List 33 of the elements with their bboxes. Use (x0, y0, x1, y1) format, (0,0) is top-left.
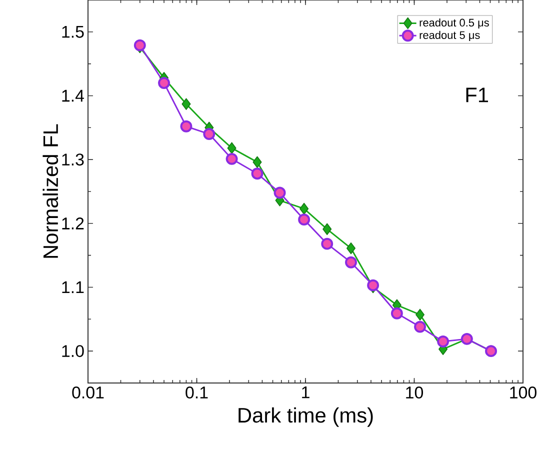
legend-label: readout 0.5 μs (420, 18, 489, 29)
y-tick-label: 1.3 (62, 154, 84, 166)
point (180, 120, 192, 132)
point (182, 98, 191, 110)
annotation: F1 (466, 88, 488, 102)
y-tick-label: 1.4 (62, 90, 84, 102)
point (416, 308, 425, 321)
point (321, 238, 334, 250)
x-tick-label: 10 (406, 386, 424, 398)
x-tick-label: 0.1 (186, 386, 208, 398)
point (298, 214, 310, 226)
y-axis-title: Normalized FL (42, 124, 58, 258)
y-tick-label: 1.1 (62, 281, 84, 294)
y-tick-label: 1.0 (62, 345, 84, 358)
point (322, 223, 332, 236)
point (203, 128, 216, 140)
point (390, 307, 403, 320)
point (251, 168, 264, 180)
x-tick-label: 0.01 (72, 386, 104, 398)
point (414, 320, 426, 333)
point (158, 76, 170, 89)
point (437, 336, 450, 348)
x-axis-title: Dark time (ms) (238, 407, 373, 427)
point (345, 256, 357, 268)
point (274, 186, 286, 199)
x-tick-label: 100 (510, 386, 536, 398)
point (346, 242, 356, 254)
x-tick-label: 1 (302, 386, 310, 398)
point (300, 202, 309, 215)
legend-label: readout 5 μs (420, 30, 480, 41)
point (252, 156, 262, 168)
y-tick-label: 1.2 (62, 217, 84, 230)
y-tick-label: 1.5 (62, 26, 84, 38)
